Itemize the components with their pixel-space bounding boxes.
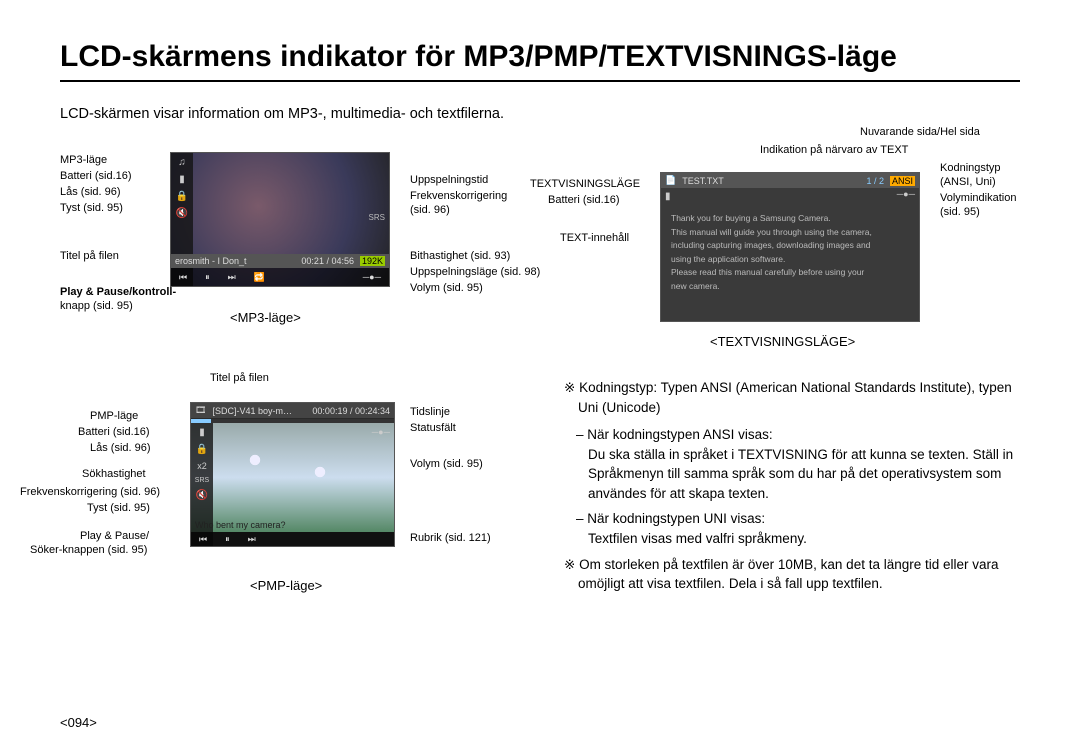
note-c: – När kodningstypen UNI visas: Textfilen… [574, 509, 1020, 548]
mp3-left-5: Play & Pause/kontroll- [60, 286, 176, 298]
volume-icon: ─●─ [372, 427, 390, 437]
page-subtitle: LCD-skärmen visar information om MP3-, m… [60, 106, 1020, 122]
pmp-right-0: Tidslinje [410, 406, 450, 418]
srs-icon: SRS [369, 213, 385, 222]
text-right-1: (ANSI, Uni) [940, 176, 996, 188]
pmp-left-7: Söker-knappen (sid. 95) [30, 544, 147, 556]
pmp-left-5: Tyst (sid. 95) [87, 502, 150, 514]
mp3-left-1: Batteri (sid.16) [60, 170, 132, 182]
mp3-bitrate: 192K [360, 256, 385, 266]
page-number: <094> [60, 715, 97, 730]
mute-icon: 🔇 [176, 208, 188, 219]
mp3-right-1: Frekvenskorrigering [410, 190, 507, 202]
pmp-speed: x2 [197, 461, 207, 471]
pmp-left-2: Lås (sid. 96) [90, 442, 151, 454]
repeat-icon: 🔁 [254, 272, 265, 283]
mp3-file-title: erosmith - I Don_t [175, 256, 247, 266]
battery-icon: ▮ [199, 427, 205, 438]
next-icon: ⏭ [228, 272, 236, 283]
mp3-caption: <MP3-läge> [230, 310, 301, 325]
page-title: LCD-skärmens indikator för MP3/PMP/TEXTV… [60, 40, 1020, 82]
text-body-4: Please read this manual carefully before… [671, 266, 909, 280]
mp3-screen: ♫ ▮ 🔒 🔇 SRS erosmith - I Don_t 00:21 / 0… [170, 152, 390, 287]
pmp-left-0: PMP-läge [90, 410, 138, 422]
text-left-0: TEXTVISNINGSLÄGE [530, 178, 640, 190]
pmp-top: Titel på filen [210, 372, 269, 384]
mp3-left-3: Tyst (sid. 95) [60, 202, 123, 214]
mp3-right-5: Volym (sid. 95) [410, 282, 483, 294]
pmp-right-3: Rubrik (sid. 121) [410, 532, 491, 544]
pmp-right-2: Volym (sid. 95) [410, 458, 483, 470]
pmp-left-3: Sökhastighet [82, 468, 146, 480]
pmp-screen: 🎞 [SDC]-V41 boy-m… 00:00:19 / 00:24:34 ▮… [190, 402, 395, 547]
pmp-diagram: Titel på filen PMP-läge Batteri (sid.16)… [60, 372, 540, 622]
text-icon: 📄 [665, 175, 676, 186]
text-file: TEST.TXT [682, 176, 724, 186]
pmp-caption: <PMP-läge> [250, 578, 322, 593]
text-body-5: new camera. [671, 280, 909, 294]
lock-icon: 🔒 [176, 191, 188, 202]
text-right-0: Kodningstyp [940, 162, 1001, 174]
text-left-2: TEXT-innehåll [560, 232, 629, 244]
text-body-0: Thank you for buying a Samsung Camera. [671, 212, 909, 226]
mp3-diagram: MP3-läge Batteri (sid.16) Lås (sid. 96) … [60, 132, 540, 332]
text-top-1: Indikation på närvaro av TEXT [760, 144, 908, 156]
text-right-3: (sid. 95) [940, 206, 980, 218]
notes-block: ※ Kodningstyp: Typen ANSI (American Nati… [560, 378, 1020, 594]
text-diagram: Nuvarande sida/Hel sida Indikation på nä… [560, 132, 1020, 342]
headphones-icon: ♫ [178, 157, 186, 168]
mp3-right-4: Uppspelningsläge (sid. 98) [410, 266, 540, 278]
battery-icon: ▮ [179, 174, 185, 185]
pmp-right-1: Statusfält [410, 422, 456, 434]
pmp-footer: Who bent my camera? [195, 520, 286, 530]
text-screen: 📄 TEST.TXT 1 / 2 ANSI ─●─ ▮ Thank you fo… [660, 172, 920, 322]
mp3-time: 00:21 / 04:56 [301, 256, 354, 266]
text-body-3: using the application software. [671, 253, 909, 267]
text-body-2: including capturing images, downloading … [671, 239, 909, 253]
next-icon: ⏭ [248, 534, 256, 545]
mute-icon: 🔇 [196, 490, 208, 501]
note-a: ※ Kodningstyp: Typen ANSI (American Nati… [560, 378, 1020, 417]
text-body-1: This manual will guide you through using… [671, 226, 909, 240]
pmp-left-4: Frekvenskorrigering (sid. 96) [20, 486, 160, 498]
pmp-time: 00:00:19 / 00:24:34 [312, 406, 390, 416]
lock-icon: 🔒 [196, 444, 208, 455]
pause-icon: ⏸ [225, 534, 230, 545]
pmp-file-title: [SDC]-V41 boy-m… [212, 406, 292, 416]
pmp-left-6: Play & Pause/ [80, 530, 149, 542]
text-code: ANSI [890, 176, 915, 186]
mp3-left-4: Titel på filen [60, 250, 119, 262]
volume-icon: ─●─ [363, 272, 381, 282]
note-d: ※ Om storleken på textfilen är över 10MB… [560, 555, 1020, 594]
volume-icon: ─●─ [897, 189, 915, 199]
mp3-left-2: Lås (sid. 96) [60, 186, 121, 198]
srs-icon: SRS [195, 477, 209, 484]
text-caption: <TEXTVISNINGSLÄGE> [710, 334, 855, 349]
film-icon: 🎞 [195, 405, 206, 416]
text-pages: 1 / 2 [866, 176, 884, 186]
note-b: – När kodningstypen ANSI visas: Du ska s… [574, 425, 1020, 503]
battery-icon: ▮ [665, 191, 681, 202]
mp3-right-2: (sid. 96) [410, 204, 450, 216]
prev-icon: ⏮ [179, 272, 187, 283]
mp3-left-0: MP3-läge [60, 154, 107, 166]
pause-icon: ⏸ [205, 272, 210, 283]
mp3-left-6: knapp (sid. 95) [60, 300, 133, 312]
prev-icon: ⏮ [199, 534, 207, 545]
text-left-1: Batteri (sid.16) [548, 194, 620, 206]
mp3-right-0: Uppspelningstid [410, 174, 488, 186]
text-right-2: Volymindikation [940, 192, 1016, 204]
mp3-right-3: Bithastighet (sid. 93) [410, 250, 510, 262]
pmp-left-1: Batteri (sid.16) [78, 426, 150, 438]
text-top-0: Nuvarande sida/Hel sida [860, 126, 980, 138]
